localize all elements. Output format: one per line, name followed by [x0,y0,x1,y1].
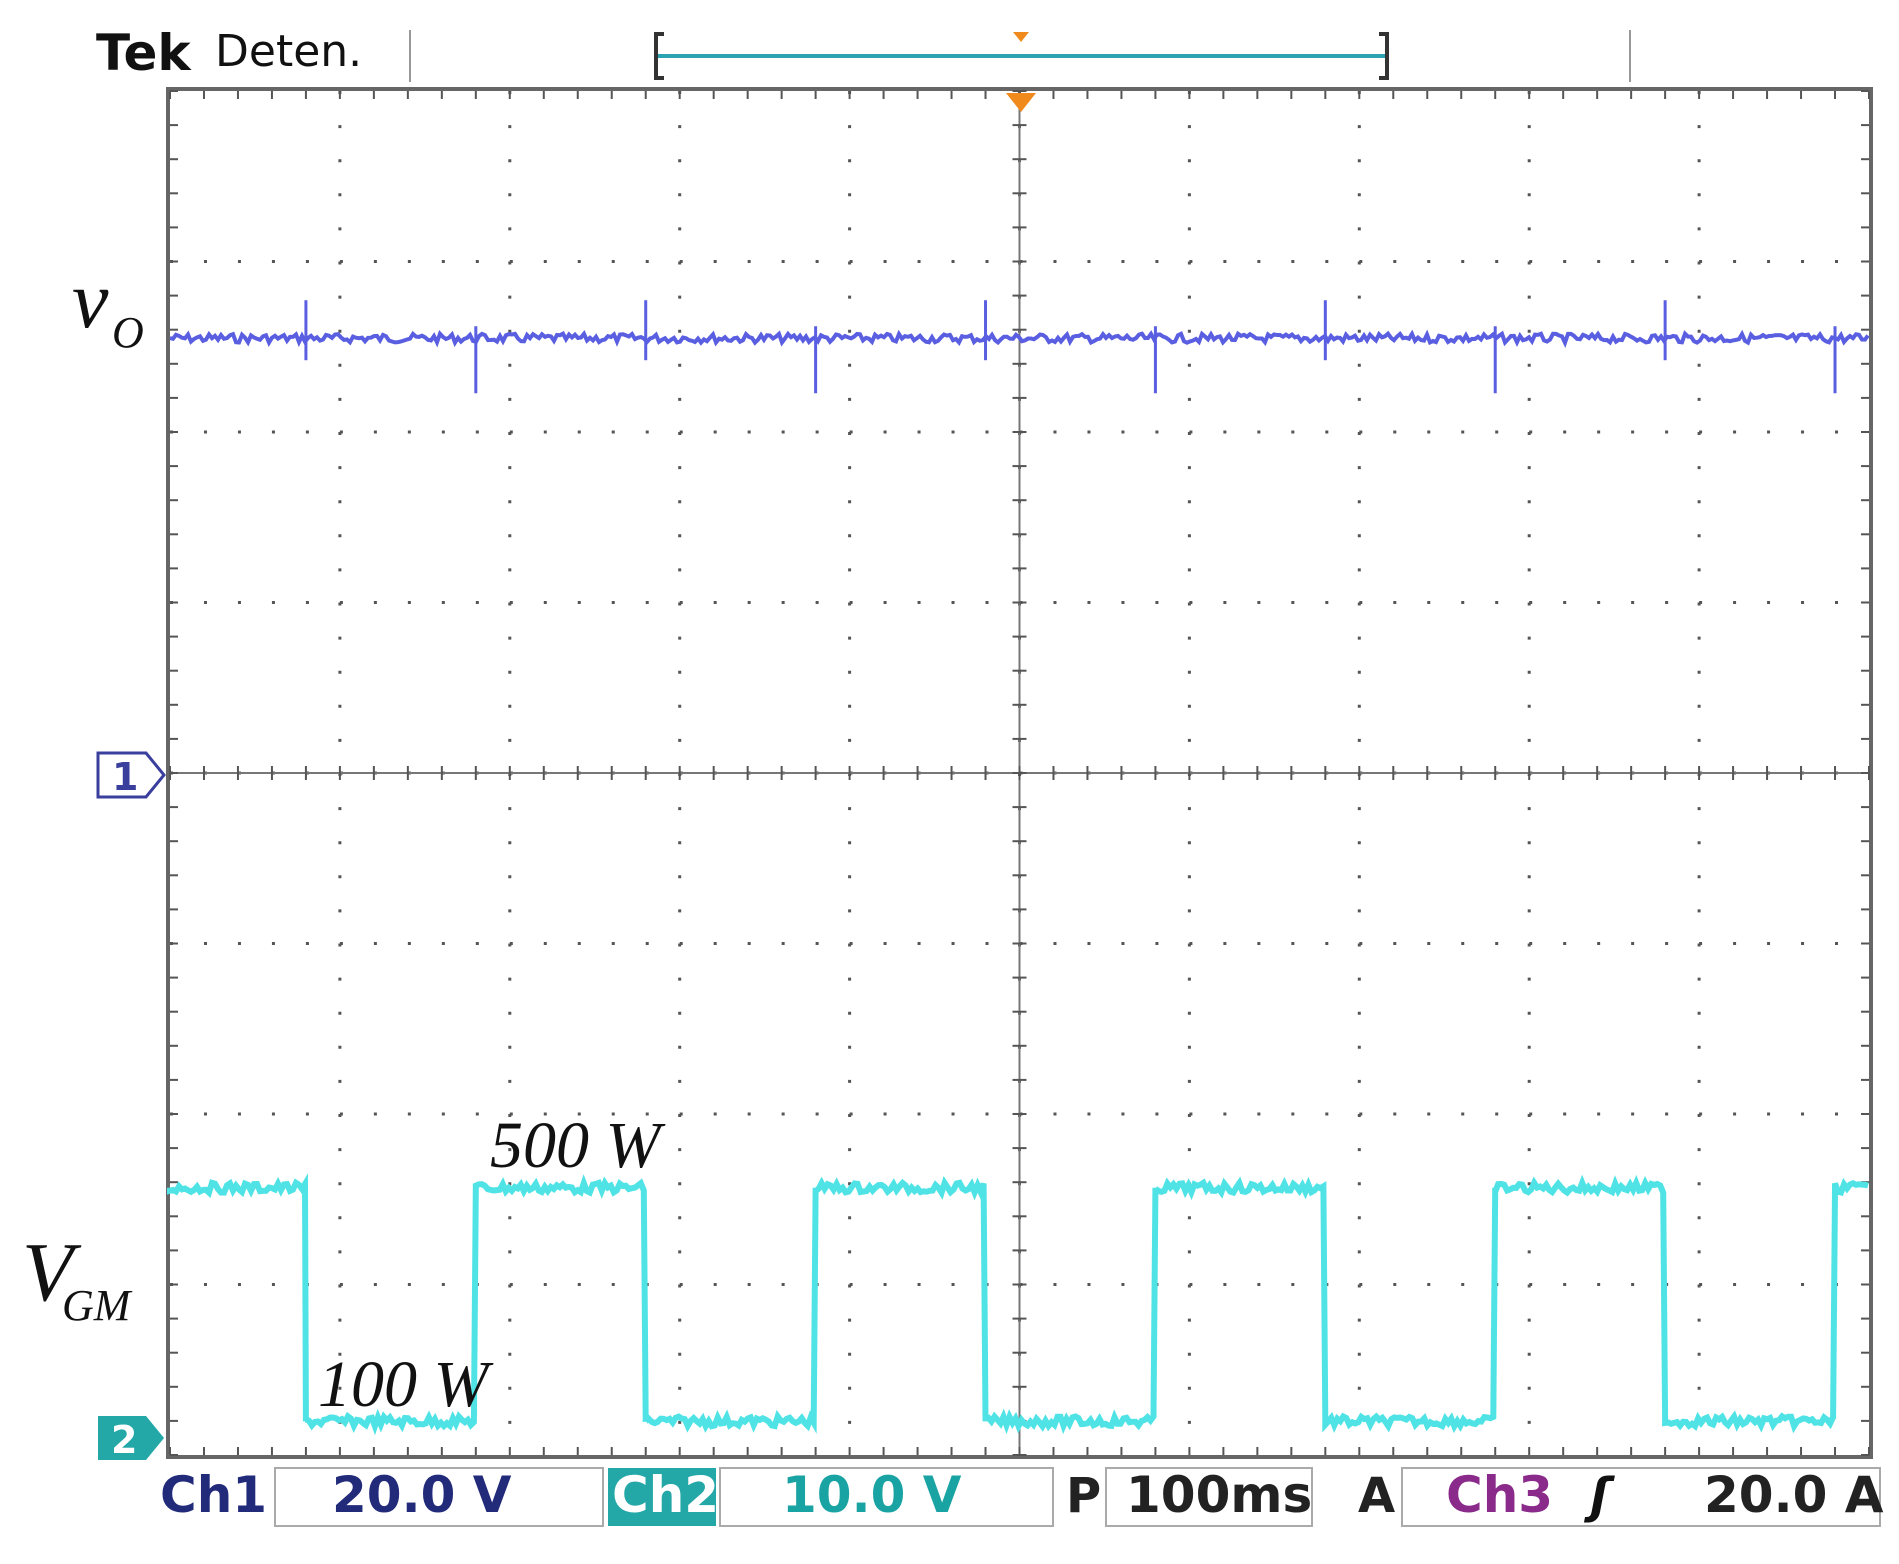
readout-bar: Ch1 20.0 V Ch2 10.0 V P 100ms A Ch3 ʃ 20… [160,1466,1884,1527]
ch1-marker-label: 1 [112,755,138,799]
ch2-trace-label-sub: GM [62,1281,133,1330]
ch1-readout-label: Ch1 [160,1466,267,1524]
timebase-box [1105,1467,1313,1527]
ch2-scale-value: 10.0 V [782,1466,962,1524]
trigger-source: Ch3 [1446,1466,1553,1524]
trigger-position-icon [1013,32,1029,42]
ch2-trace-label-main: V [22,1226,82,1319]
ch2-readout-label: Ch2 [612,1466,719,1524]
ch1-vo-trace [169,329,1870,348]
ch2-scale-box [719,1467,1054,1527]
timebase-value: 100ms [1126,1466,1312,1524]
trigger-time-marker-icon [1006,93,1036,112]
trigger-slope-icon: ʃ [1583,1468,1615,1524]
graticule-grid [169,90,1870,1456]
brand-label: Tek [96,24,192,82]
annotation-100w: 100 W [318,1348,494,1421]
ch2-readout-badge [608,1468,716,1526]
trace-layer [167,300,1870,1436]
ch1-trace-label-sub: O [112,308,144,357]
ch2-vgm-trace [167,1173,1869,1436]
annotation-500w: 500 W [490,1109,666,1182]
ch1-trace-label: v O [72,254,144,357]
ch1-scale-box [274,1467,604,1527]
trigger-box [1401,1467,1881,1527]
record-position-bar [654,32,1389,80]
ch1-scale-value: 20.0 V [332,1466,512,1524]
ch2-ground-marker: 2 [98,1416,164,1462]
ch1-trace-label-main: v [72,254,109,345]
trigger-level: 20.0 A [1704,1466,1884,1524]
ch1-ground-marker: 1 [96,751,166,799]
acquisition-status: Deten. [215,26,362,77]
ch2-trace-label: V GM [22,1226,133,1330]
trigger-mode-label: A [1358,1468,1395,1524]
position-label: P [1066,1468,1101,1524]
ch2-marker-label: 2 [111,1418,137,1462]
